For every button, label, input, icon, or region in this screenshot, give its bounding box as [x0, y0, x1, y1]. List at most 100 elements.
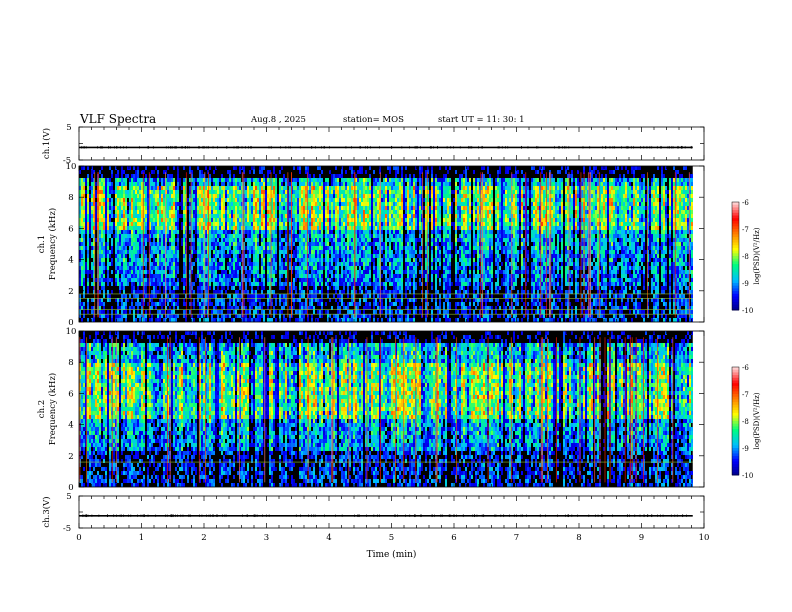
spectrogram-cell: [363, 182, 365, 186]
spectrogram-cell: [157, 234, 159, 238]
spectrogram-cell: [299, 198, 301, 202]
spectrogram-cell: [225, 246, 227, 250]
spectrogram-cell: [363, 202, 365, 206]
spectrogram-cell: [251, 298, 253, 302]
spectrogram-cell: [317, 202, 319, 206]
spectrogram-cell: [219, 250, 221, 254]
spectrogram-cell: [161, 250, 163, 254]
spectrogram-cell: [219, 186, 221, 190]
spectrogram-cell: [273, 254, 275, 258]
spectrogram-cell: [303, 178, 305, 182]
spectrogram-cell: [99, 230, 101, 234]
spectrogram-cell: [171, 274, 173, 278]
spectrogram-cell: [359, 246, 361, 250]
spectrogram-cell: [337, 182, 339, 186]
spectrogram-cell: [365, 186, 367, 190]
spectrogram-cell: [385, 206, 387, 210]
spectrogram-cell: [271, 270, 273, 274]
spectrogram-cell: [177, 206, 179, 210]
spectrogram-cell: [335, 298, 337, 302]
spectrogram-cell: [343, 318, 345, 322]
spectrogram-cell: [285, 250, 287, 254]
spectrogram-cell: [133, 202, 135, 206]
spectrogram-cell: [251, 234, 253, 238]
spectrogram-cell: [359, 250, 361, 254]
spectrogram-cell: [363, 186, 365, 190]
spectrogram-cell: [273, 218, 275, 222]
spectrogram-cell: [363, 194, 365, 198]
spectrogram-cell: [199, 254, 201, 258]
spectrogram-cell: [143, 270, 145, 274]
spectrogram-cell: [299, 238, 301, 242]
spectrogram-cell: [275, 294, 277, 298]
spectrogram-cell: [229, 230, 231, 234]
spectrogram-cell: [301, 178, 303, 182]
spectrogram-cell: [107, 238, 109, 242]
spectrogram-cell: [221, 238, 223, 242]
spectrogram-cell: [207, 210, 209, 214]
spectrogram-cell: [209, 298, 211, 302]
spectrogram-cell: [359, 310, 361, 314]
spectrogram-cell: [117, 254, 119, 258]
y-axis-label: ch.1(V): [41, 128, 52, 159]
spectrogram-cell: [285, 274, 287, 278]
spectrogram-cell: [263, 202, 265, 206]
spectrogram-cell: [159, 318, 161, 322]
spectrogram-cell: [355, 306, 357, 310]
spectrogram-cell: [235, 210, 237, 214]
spectrogram-cell: [379, 170, 381, 174]
spectrogram-cell: [221, 302, 223, 306]
spectrogram-cell: [173, 202, 175, 206]
spectrogram-cell: [257, 198, 259, 202]
spectrogram-cell: [229, 234, 231, 238]
spectrogram-cell: [289, 314, 291, 318]
spectrogram-cell: [107, 198, 109, 202]
spectrogram-cell: [347, 238, 349, 242]
spectrogram-cell: [157, 186, 159, 190]
spectrogram-cell: [101, 302, 103, 306]
spectrogram-cell: [305, 178, 307, 182]
spectrogram-cell: [211, 230, 213, 234]
spectrogram-cell: [145, 230, 147, 234]
spectrogram-cell: [139, 302, 141, 306]
spectrogram-cell: [81, 218, 83, 222]
spectrogram-cell: [215, 298, 217, 302]
spectrogram-cell: [355, 210, 357, 214]
spectrogram-cell: [127, 210, 129, 214]
spectrogram-cell: [79, 210, 81, 214]
spectrogram-cell: [321, 286, 323, 290]
spectrogram-cell: [245, 246, 247, 250]
spectrogram-cell: [101, 262, 103, 266]
spectrogram-cell: [111, 186, 113, 190]
spectrogram-cell: [149, 178, 151, 182]
spectrogram-cell: [223, 250, 225, 254]
spectrogram-cell: [381, 258, 383, 262]
spectrogram-cell: [351, 198, 353, 202]
spectrogram-cell: [79, 302, 81, 306]
spectrogram-cell: [371, 206, 373, 210]
spectrogram-cell: [307, 226, 309, 230]
spectrogram-cell: [229, 258, 231, 262]
spectrogram-cell: [79, 266, 81, 270]
spectrogram-cell: [335, 262, 337, 266]
spectrogram-cell: [285, 258, 287, 262]
spectrogram-cell: [319, 174, 321, 178]
spectrogram-cell: [199, 270, 201, 274]
spectrogram-cell: [297, 266, 299, 270]
spectrogram-cell: [275, 210, 277, 214]
spectrogram-cell: [153, 218, 155, 222]
spectrogram-cell: [127, 190, 129, 194]
spectrogram-cell: [129, 258, 131, 262]
spectrogram-cell: [141, 222, 143, 226]
spectrogram-cell: [201, 290, 203, 294]
spectrogram-cell: [333, 238, 335, 242]
spectrogram-cell: [107, 178, 109, 182]
spectrogram-cell: [147, 222, 149, 226]
spectrogram-cell: [123, 282, 125, 286]
spectrogram-cell: [147, 214, 149, 218]
spectrogram-cell: [109, 210, 111, 214]
spectrogram-cell: [281, 286, 283, 290]
spectrogram-cell: [197, 166, 199, 170]
spectrogram-cell: [283, 174, 285, 178]
